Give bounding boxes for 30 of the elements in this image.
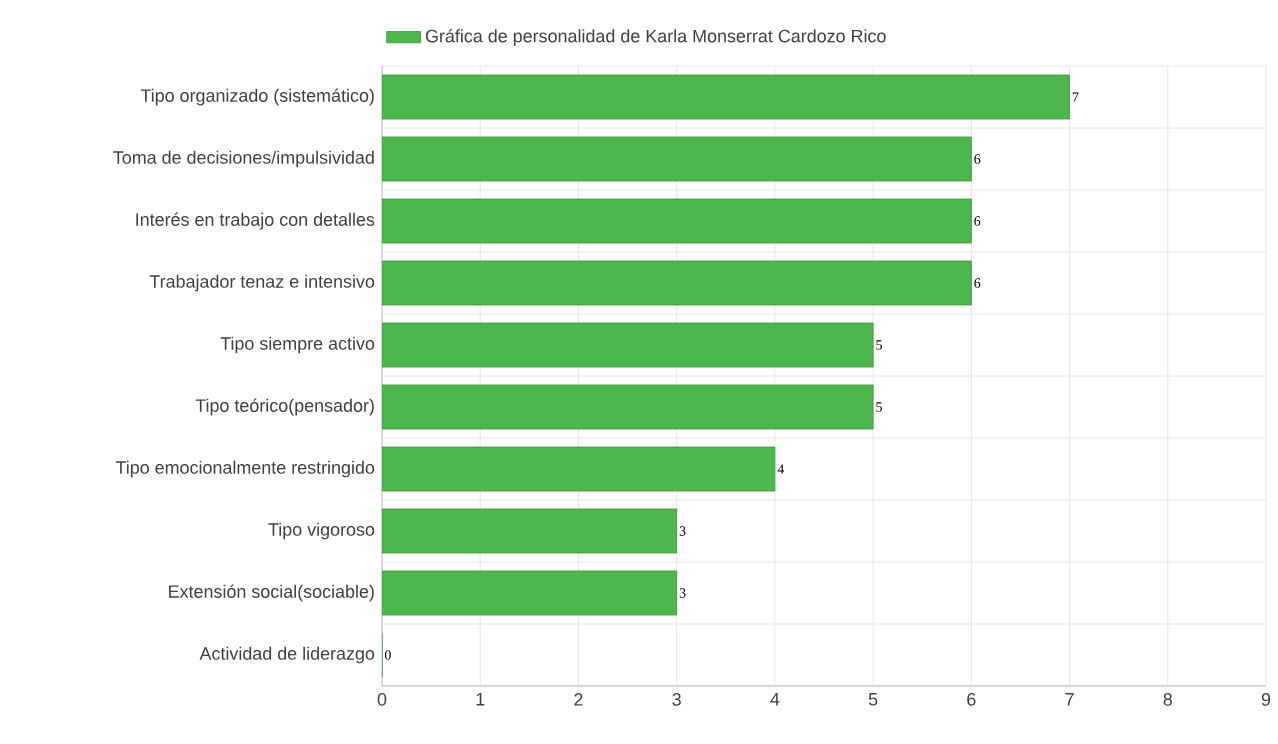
- x-tick-label: 3: [672, 693, 681, 706]
- x-tick-label: 9: [1261, 693, 1271, 706]
- x-tick-label: 5: [868, 693, 878, 706]
- y-tick-label: Interés en trabajo con detalles: [136, 212, 375, 230]
- bar: [382, 74, 1070, 120]
- y-tick-label: Tipo siempre activo: [220, 336, 375, 354]
- bar: [382, 136, 972, 182]
- x-tick-label: 0: [377, 693, 387, 706]
- y-tick-label: Tipo organizado (sistemático): [140, 88, 374, 106]
- y-tick-label: Tipo teórico(pensador): [195, 398, 374, 416]
- bar: [382, 260, 972, 306]
- bar: [382, 384, 874, 430]
- x-tick-label: 8: [1163, 693, 1172, 706]
- bar: [382, 446, 776, 492]
- y-tick-label: Actividad de liderazgo: [199, 646, 375, 664]
- y-tick-label: Trabajador tenaz e intensivo: [149, 274, 375, 292]
- x-tick-label: 6: [967, 693, 976, 706]
- x-tick-label: 2: [574, 693, 583, 706]
- bar: [382, 570, 678, 616]
- y-tick-label: Tipo emocionalmente restringido: [115, 460, 375, 478]
- y-tick-label: Tipo vigoroso: [268, 522, 375, 540]
- bar: [382, 198, 972, 244]
- x-tick-label: 4: [770, 693, 780, 706]
- bar: [382, 322, 874, 368]
- x-tick-label: 1: [476, 693, 485, 706]
- y-tick-label: Toma de decisiones/impulsividad: [113, 150, 374, 168]
- y-tick-label: Extensión social(sociable): [169, 584, 374, 602]
- bar: [382, 508, 678, 554]
- x-tick-label: 7: [1065, 693, 1074, 706]
- legend-label: Gráfica de personalidad de Karla Monserrat Cardozo Rico: [425, 29, 886, 46]
